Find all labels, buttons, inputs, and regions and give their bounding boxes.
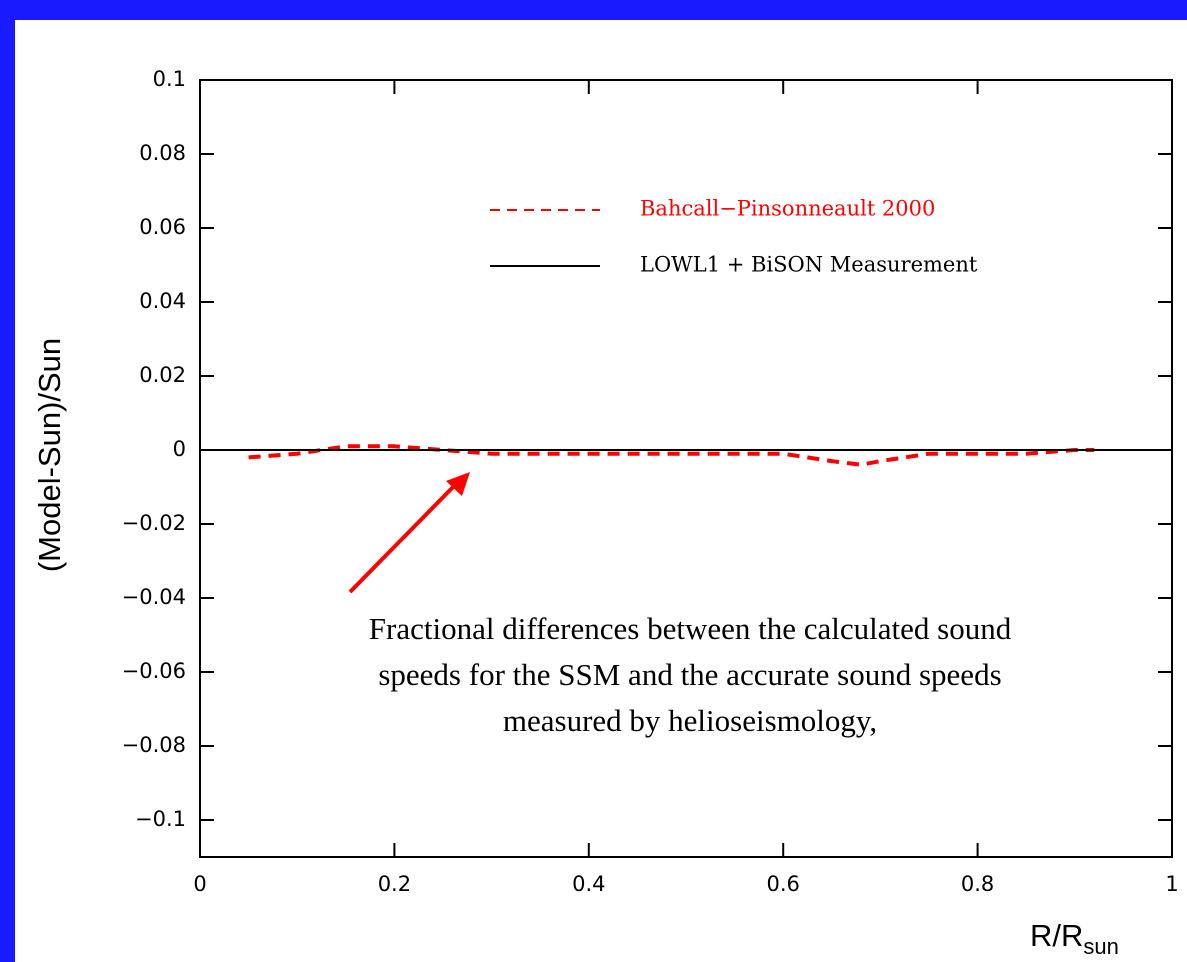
legend-label: LOWL1 + BiSON Measurement: [640, 253, 978, 277]
y-tick-label: 0.08: [139, 141, 186, 165]
left-border: [0, 0, 15, 962]
y-tick-label: −0.1: [135, 807, 186, 831]
x-tick-label: 0.6: [766, 872, 799, 896]
annotation: speeds for the SSM and the accurate soun…: [378, 657, 1001, 692]
y-tick-label: −0.08: [122, 733, 186, 757]
plot-frame: [199, 79, 1173, 858]
x-tick-label: 0.4: [572, 872, 605, 896]
y-tick-label: 0.1: [153, 67, 186, 91]
x-tick-label: 0.8: [961, 872, 994, 896]
x-axis-label-sub: sun: [1083, 934, 1118, 959]
y-tick-label: 0: [173, 437, 186, 461]
series-line: [248, 444, 1095, 467]
y-tick-label: −0.04: [122, 585, 186, 609]
x-axis-label: R/Rsun: [1030, 918, 1119, 959]
y-tick-label: 0.02: [139, 363, 186, 387]
arrow-shaft: [348, 480, 460, 594]
y-tick-label: −0.06: [122, 659, 186, 683]
y-tick-label: 0.04: [139, 289, 186, 313]
x-tick-label: 0: [193, 872, 206, 896]
x-tick-label: 0.2: [378, 872, 411, 896]
y-tick-label: −0.02: [122, 511, 186, 535]
y-axis-label: (Model-Sun)/Sun: [32, 338, 67, 572]
arrow-head: [446, 472, 470, 496]
annotation: Fractional differences between the calcu…: [369, 611, 1012, 646]
x-tick-label: 1: [1165, 872, 1178, 896]
x-axis-label-main: R/R: [1030, 918, 1083, 953]
top-border: [0, 0, 1187, 20]
annotation: measured by helioseismology,: [503, 703, 877, 738]
legend-label: Bahcall−Pinsonneault 2000: [640, 197, 935, 221]
y-tick-label: 0.06: [139, 215, 186, 239]
